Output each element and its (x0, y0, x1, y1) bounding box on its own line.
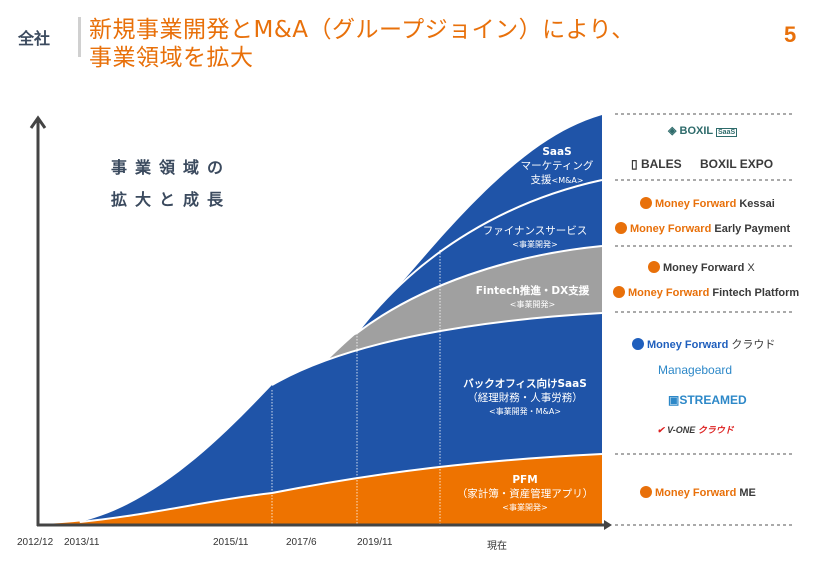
logo-mf-kessai: Money Forward Kessai (640, 197, 775, 210)
band-label-finance: ファイナンスサービス <事業開発> (470, 224, 600, 252)
money-forward-icon (640, 197, 652, 209)
title-divider (78, 17, 81, 57)
chart-headline: 事業領域の 拡大と成長 (111, 152, 231, 216)
logo-mf-fintech-platform: Money Forward Fintech Platform (613, 286, 799, 299)
page-number: 5 (784, 22, 797, 47)
x-tick-label: 2017/6 (286, 537, 317, 548)
money-forward-icon (648, 261, 660, 273)
headline-line-1: 事業領域の (111, 158, 232, 177)
x-tick-label: 2019/11 (357, 537, 393, 548)
band-label-saas-line3: 支援 (530, 174, 552, 186)
band-label-fintech-tag: <事業開発> (509, 300, 556, 309)
money-forward-icon (615, 222, 627, 234)
band-label-saas-name: SaaS (542, 146, 572, 158)
streamed-icon: ▣ (668, 393, 680, 407)
band-label-saas: SaaS マーケティング 支援<M&A> (512, 145, 602, 188)
band-label-pfm: PFM （家計簿・資産管理アプリ） <事業開発> (445, 473, 605, 515)
boxil-icon: ◈ (668, 125, 677, 137)
boundary-line (271, 312, 603, 386)
logo-mf-cloud: Money Forward クラウド (632, 336, 775, 352)
band-label-fintech-name: Fintech推進・DX支援 (475, 285, 590, 297)
logo-bales: ▯ BALES (631, 157, 682, 171)
band-label-finance-name: ファイナンスサービス (482, 225, 588, 237)
title-line-1: 新規事業開発とM&A（グループジョイン）により、 (89, 17, 635, 43)
band-label-finance-tag: <事業開発> (512, 240, 558, 249)
boundary-line (271, 245, 603, 386)
boundary-line (79, 453, 603, 523)
band-label-backoffice-tag: <事業開発・M&A> (488, 407, 562, 416)
band-label-saas-tag: <M&A> (551, 176, 584, 185)
band-label-backoffice: バックオフィス向けSaaS （経理財務・人事労務） <事業開発・M&A> (445, 377, 605, 419)
x-tick-label: 2015/11 (213, 537, 249, 548)
logo-boxil-saas: ◈ BOXIL SaaS (668, 125, 738, 137)
section-label: 全社 (18, 29, 51, 48)
boundary-line (356, 179, 603, 334)
band-label-backoffice-name: バックオフィス向けSaaS (463, 378, 587, 390)
x-tick-label: 2012/12 (17, 537, 54, 548)
headline-line-2: 拡大と成長 (111, 190, 232, 209)
logo-mf-me: Money Forward ME (640, 486, 756, 499)
bales-icon: ▯ (631, 157, 638, 171)
money-forward-icon (632, 338, 644, 350)
money-forward-icon (613, 286, 625, 298)
band-label-pfm-tag: <事業開発> (502, 503, 548, 512)
logo-boxil-expo: BOXIL EXPO (700, 157, 774, 171)
y-axis-arrow-icon (29, 115, 47, 129)
v-one-icon: ✔ (657, 425, 665, 435)
x-axis-arrow-icon (604, 520, 612, 530)
band-label-pfm-name: PFM (512, 474, 538, 486)
logo-manageboard: Manageboard (658, 363, 733, 377)
band-label-saas-line2: マーケティング (520, 160, 594, 172)
band-label-fintech: Fintech推進・DX支援 <事業開発> (465, 284, 600, 312)
title-line-2: 事業領域を拡大 (89, 45, 254, 71)
money-forward-icon (640, 486, 652, 498)
band-label-pfm-line2: （家計簿・資産管理アプリ） (456, 488, 594, 500)
logo-streamed: ▣STREAMED (668, 393, 747, 407)
x-tick-label: 2013/11 (64, 537, 100, 548)
logo-v-one-cloud: ✔ V-ONE クラウド (657, 425, 734, 435)
area-pfm (40, 454, 602, 524)
x-tick-label: 現在 (487, 541, 507, 552)
logo-mf-early-payment: Money Forward Early Payment (615, 222, 790, 235)
band-label-backoffice-line2: （経理財務・人事労務） (467, 392, 583, 404)
page-title: 新規事業開発とM&A（グループジョイン）により、 事業領域を拡大 (89, 16, 635, 72)
logo-mf-x: Money Forward X (648, 261, 755, 274)
